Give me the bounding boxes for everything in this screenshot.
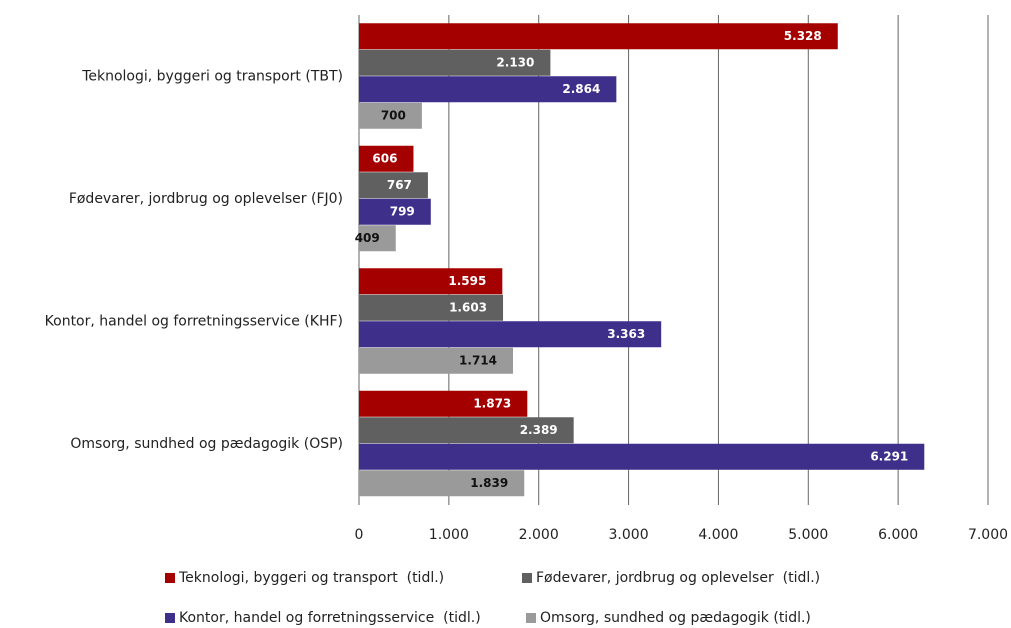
bar xyxy=(359,390,528,417)
category-label: Fødevarer, jordbrug og oplevelser (FJ0) xyxy=(69,191,343,207)
category-label: Omsorg, sundhed og pædagogik (OSP) xyxy=(70,436,343,452)
bar xyxy=(359,198,431,225)
legend-label: Omsorg, sundhed og pædagogik (tidl.) xyxy=(540,610,811,626)
value-label: 1.603 xyxy=(449,301,487,315)
bar xyxy=(359,76,617,103)
value-label: 1.873 xyxy=(473,397,511,411)
bar xyxy=(359,470,525,497)
bar xyxy=(359,23,838,50)
legend-swatch xyxy=(165,573,175,583)
legend-swatch xyxy=(165,613,175,623)
x-tick-label: 2.000 xyxy=(519,527,559,543)
x-tick-label: 6.000 xyxy=(878,527,918,543)
bar xyxy=(359,225,396,252)
x-tick-label: 1.000 xyxy=(429,527,469,543)
bar xyxy=(359,443,925,470)
value-label: 606 xyxy=(372,152,397,166)
value-label: 2.389 xyxy=(520,423,558,437)
bar xyxy=(359,347,514,374)
bar xyxy=(359,268,503,295)
legend-label: Teknologi, byggeri og transport (tidl.) xyxy=(178,570,444,586)
value-label: 1.714 xyxy=(459,354,497,368)
value-label: 799 xyxy=(390,205,415,219)
bar xyxy=(359,102,422,129)
value-label: 6.291 xyxy=(870,450,908,464)
value-label: 3.363 xyxy=(607,327,645,341)
x-tick-label: 5.000 xyxy=(788,527,828,543)
legend-label: Fødevarer, jordbrug og oplevelser (tidl.… xyxy=(536,570,820,586)
value-label: 700 xyxy=(381,109,406,123)
value-label: 2.864 xyxy=(562,82,600,96)
category-label: Teknologi, byggeri og transport (TBT) xyxy=(81,68,343,84)
value-label: 767 xyxy=(387,178,412,192)
value-label: 1.595 xyxy=(448,274,486,288)
bar xyxy=(359,49,551,76)
bar xyxy=(359,172,428,199)
bar xyxy=(359,294,504,321)
bar xyxy=(359,145,414,172)
x-tick-label: 3.000 xyxy=(609,527,649,543)
bar xyxy=(359,417,574,444)
legend-swatch xyxy=(522,573,532,583)
value-label: 5.328 xyxy=(784,29,822,43)
category-label: Kontor, handel og forretningsservice (KH… xyxy=(45,313,343,329)
x-tick-label: 0 xyxy=(355,527,364,543)
x-tick-label: 4.000 xyxy=(698,527,738,543)
bar xyxy=(359,321,662,348)
value-label: 1.839 xyxy=(470,476,508,490)
value-label: 2.130 xyxy=(496,56,534,70)
legend-swatch xyxy=(526,613,536,623)
x-tick-label: 7.000 xyxy=(968,527,1008,543)
legend-label: Kontor, handel og forretningsservice (ti… xyxy=(179,610,481,626)
value-label: 409 xyxy=(355,231,380,245)
